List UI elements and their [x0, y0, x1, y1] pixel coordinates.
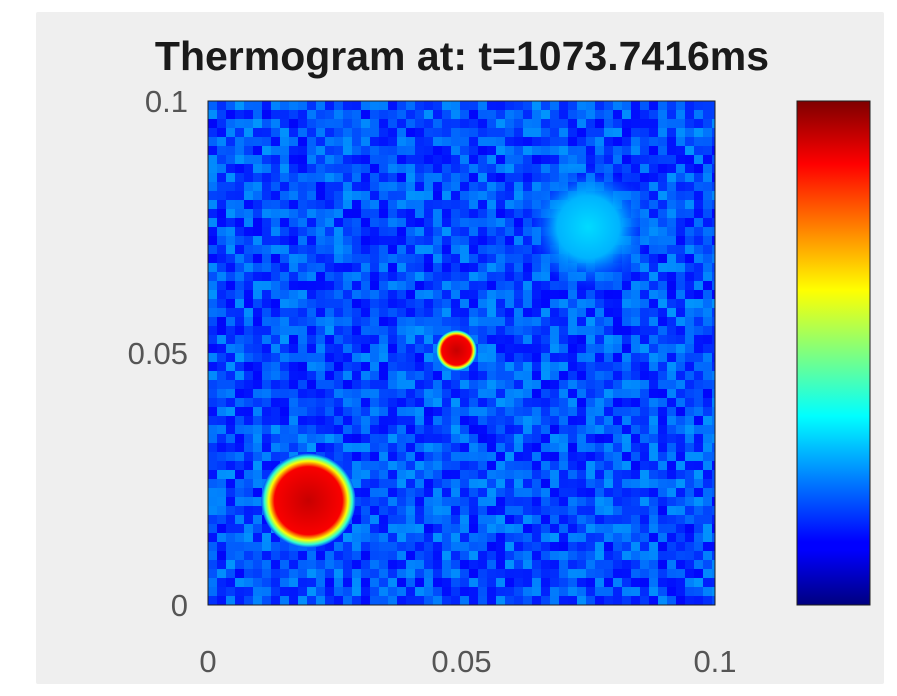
y-tick-label: 0.05	[128, 336, 188, 371]
x-tick-label: 0.1	[693, 644, 736, 679]
plot-frame	[207, 100, 716, 606]
x-tick-label: 0	[199, 644, 216, 679]
thermal-noise-texture	[208, 101, 715, 605]
hot-spot	[261, 453, 356, 548]
y-tick-label: 0.1	[145, 84, 188, 119]
hot-spot	[435, 330, 477, 371]
hot-spots	[261, 164, 651, 548]
chart-title: Thermogram at: t=1073.7416ms	[155, 33, 769, 79]
y-tick-label: 0	[171, 588, 188, 623]
x-tick-label: 0.05	[431, 644, 491, 679]
hot-spot	[525, 164, 651, 290]
x-axis-ticks: 0 0.05 0.1	[199, 644, 736, 679]
colorbar	[796, 100, 871, 606]
heatmap-plot-area	[208, 101, 715, 605]
y-axis-ticks: 0 0.05 0.1	[128, 84, 188, 623]
